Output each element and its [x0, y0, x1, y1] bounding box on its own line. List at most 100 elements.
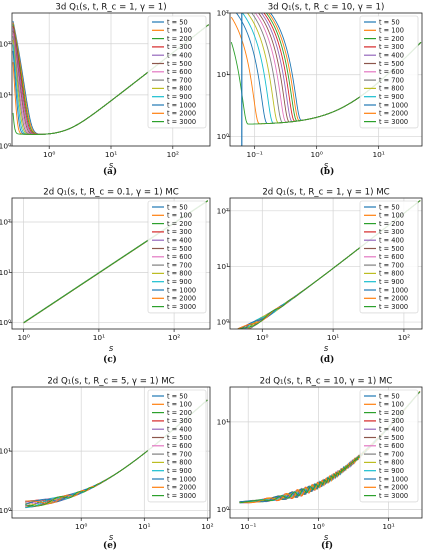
chart-title: 3d Q₁(s, t, R_c = 10, γ = 1) — [268, 3, 385, 13]
legend-entry: t = 1000 — [379, 101, 408, 109]
legend-box — [147, 200, 207, 314]
plot-frame — [229, 197, 423, 330]
legend-entry: t = 500 — [379, 60, 404, 68]
plot-frame — [229, 386, 423, 519]
legend-box — [147, 15, 207, 129]
legend-entry: t = 3000 — [379, 118, 408, 126]
legend-entry: t = 2000 — [379, 484, 408, 492]
legend-entry: t = 2000 — [167, 110, 196, 118]
x-tick-label: 10⁰ — [43, 150, 55, 159]
chart-panel-4: 10⁰ 10¹ 10² 10⁰ 10¹ 10² 2d Q₁(s, t, R_c = 1, γ… — [217, 188, 423, 365]
legend-entry: t = 50 — [379, 392, 400, 400]
legend-entry: t = 300 — [379, 228, 404, 236]
legend-entry: t = 1000 — [379, 475, 408, 483]
legend-entry: t = 3000 — [167, 303, 196, 311]
legend-entry: t = 800 — [167, 85, 192, 93]
legend-entry: t = 100 — [167, 212, 192, 220]
legend-entry: t = 800 — [167, 459, 192, 467]
legend-entry: t = 400 — [379, 237, 404, 245]
x-axis-label: s — [109, 160, 114, 170]
legend-entry: t = 400 — [379, 426, 404, 434]
legend-entry: t = 900 — [167, 93, 192, 101]
chart-title: 2d Q₁(s, t, R_c = 5, γ = 1) MC — [47, 377, 174, 387]
chart-panel-1: 10⁰ 10¹ 10² 10⁰ 10¹ 10² 3d Q₁(s, t, R_c = 1, γ… — [0, 3, 211, 177]
legend-entry: t = 200 — [167, 35, 192, 43]
y-tick-label: 10⁰ — [217, 132, 229, 141]
plot-frame — [11, 197, 211, 330]
legend-entry: t = 200 — [379, 409, 404, 417]
y-tick-label: 10⁰ — [217, 505, 229, 514]
legend-entry: t = 400 — [167, 237, 192, 245]
legend-entry: t = 600 — [167, 68, 192, 76]
legend-entry: t = 400 — [379, 52, 404, 60]
y-tick-label: 10² — [0, 39, 11, 48]
legend-entry: t = 500 — [167, 245, 192, 253]
x-axis-label: s — [109, 343, 114, 353]
legend-entry: t = 700 — [167, 450, 192, 458]
y-tick-label: 10¹ — [0, 90, 11, 99]
legend-entry: t = 2000 — [379, 110, 408, 118]
legend-entry: t = 1000 — [167, 286, 196, 294]
legend-entry: t = 50 — [379, 203, 400, 211]
y-tick-label: 10² — [0, 218, 11, 227]
legend-entry: t = 2000 — [167, 484, 196, 492]
panel-label: (b) — [320, 166, 334, 177]
y-tick-label: 10¹ — [0, 447, 11, 456]
x-axis-label: s — [324, 532, 329, 542]
x-tick-label: 10² — [167, 150, 179, 159]
y-tick-label: 10⁰ — [0, 318, 11, 327]
chart-panel-5: 10⁰ 10¹ 10² 10⁰ 10¹ 2d Q₁(s, t, R_c = 5, γ = … — [0, 377, 214, 550]
legend-entry: t = 50 — [167, 392, 188, 400]
panel-label: (a) — [103, 166, 117, 177]
legend-entry: t = 700 — [379, 261, 404, 269]
legend-entry: t = 50 — [167, 203, 188, 211]
y-tick-label: 10¹ — [0, 268, 11, 277]
legend-entry: t = 800 — [379, 85, 404, 93]
x-tick-label: 10² — [398, 333, 410, 342]
legend-entry: t = 500 — [379, 245, 404, 253]
legend-entry: t = 2000 — [379, 295, 408, 303]
x-tick-label: 10⁰ — [75, 522, 87, 531]
x-axis-label: s — [324, 160, 329, 170]
x-tick-label: 10⁰ — [312, 522, 324, 531]
x-tick-label: 10⁰ — [310, 150, 322, 159]
legend-entry: t = 200 — [167, 409, 192, 417]
x-tick-label: 10¹ — [93, 333, 105, 342]
legend-entry: t = 300 — [167, 228, 192, 236]
legend-entry: t = 600 — [167, 253, 192, 261]
legend-entry: t = 800 — [379, 270, 404, 278]
legend-box — [359, 200, 419, 314]
legend-entry: t = 100 — [167, 27, 192, 35]
legend-entry: t = 100 — [167, 401, 192, 409]
legend-entry: t = 100 — [379, 401, 404, 409]
x-tick-label: 10⁰ — [256, 333, 268, 342]
legend-entry: t = 700 — [379, 76, 404, 84]
legend-entry: t = 600 — [379, 253, 404, 261]
legend-entry: t = 300 — [379, 43, 404, 51]
legend-box — [147, 389, 207, 503]
x-tick-label: 10¹ — [327, 333, 339, 342]
legend-entry: t = 1000 — [167, 475, 196, 483]
chart-title: 3d Q₁(s, t, R_c = 1, γ = 1) — [55, 3, 166, 13]
legend-entry: t = 900 — [167, 278, 192, 286]
legend-entry: t = 50 — [379, 18, 400, 26]
legend-entry: t = 200 — [167, 220, 192, 228]
y-tick-label: 10¹ — [217, 70, 229, 79]
legend-entry: t = 50 — [167, 18, 188, 26]
legend-entry: t = 300 — [167, 43, 192, 51]
legend-entry: t = 600 — [379, 68, 404, 76]
plot-frame — [11, 386, 211, 519]
x-tick-label: 10² — [168, 333, 180, 342]
legend-entry: t = 700 — [379, 450, 404, 458]
y-tick-label: 10² — [217, 206, 229, 215]
chart-panel-2: 10⁻¹ 10⁰ 10¹ 10⁰ 10¹ 10² 3d Q₁(s, t, R_c = 10,… — [217, 3, 423, 177]
legend-entry: t = 700 — [167, 261, 192, 269]
legend-entry: t = 900 — [379, 467, 404, 475]
legend-entry: t = 800 — [167, 270, 192, 278]
x-tick-label: 10¹ — [138, 522, 150, 531]
legend-entry: t = 300 — [379, 417, 404, 425]
chart-title: 2d Q₁(s, t, R_c = 0.1, γ = 1) MC — [43, 188, 179, 198]
x-tick-label: 10² — [201, 522, 213, 531]
